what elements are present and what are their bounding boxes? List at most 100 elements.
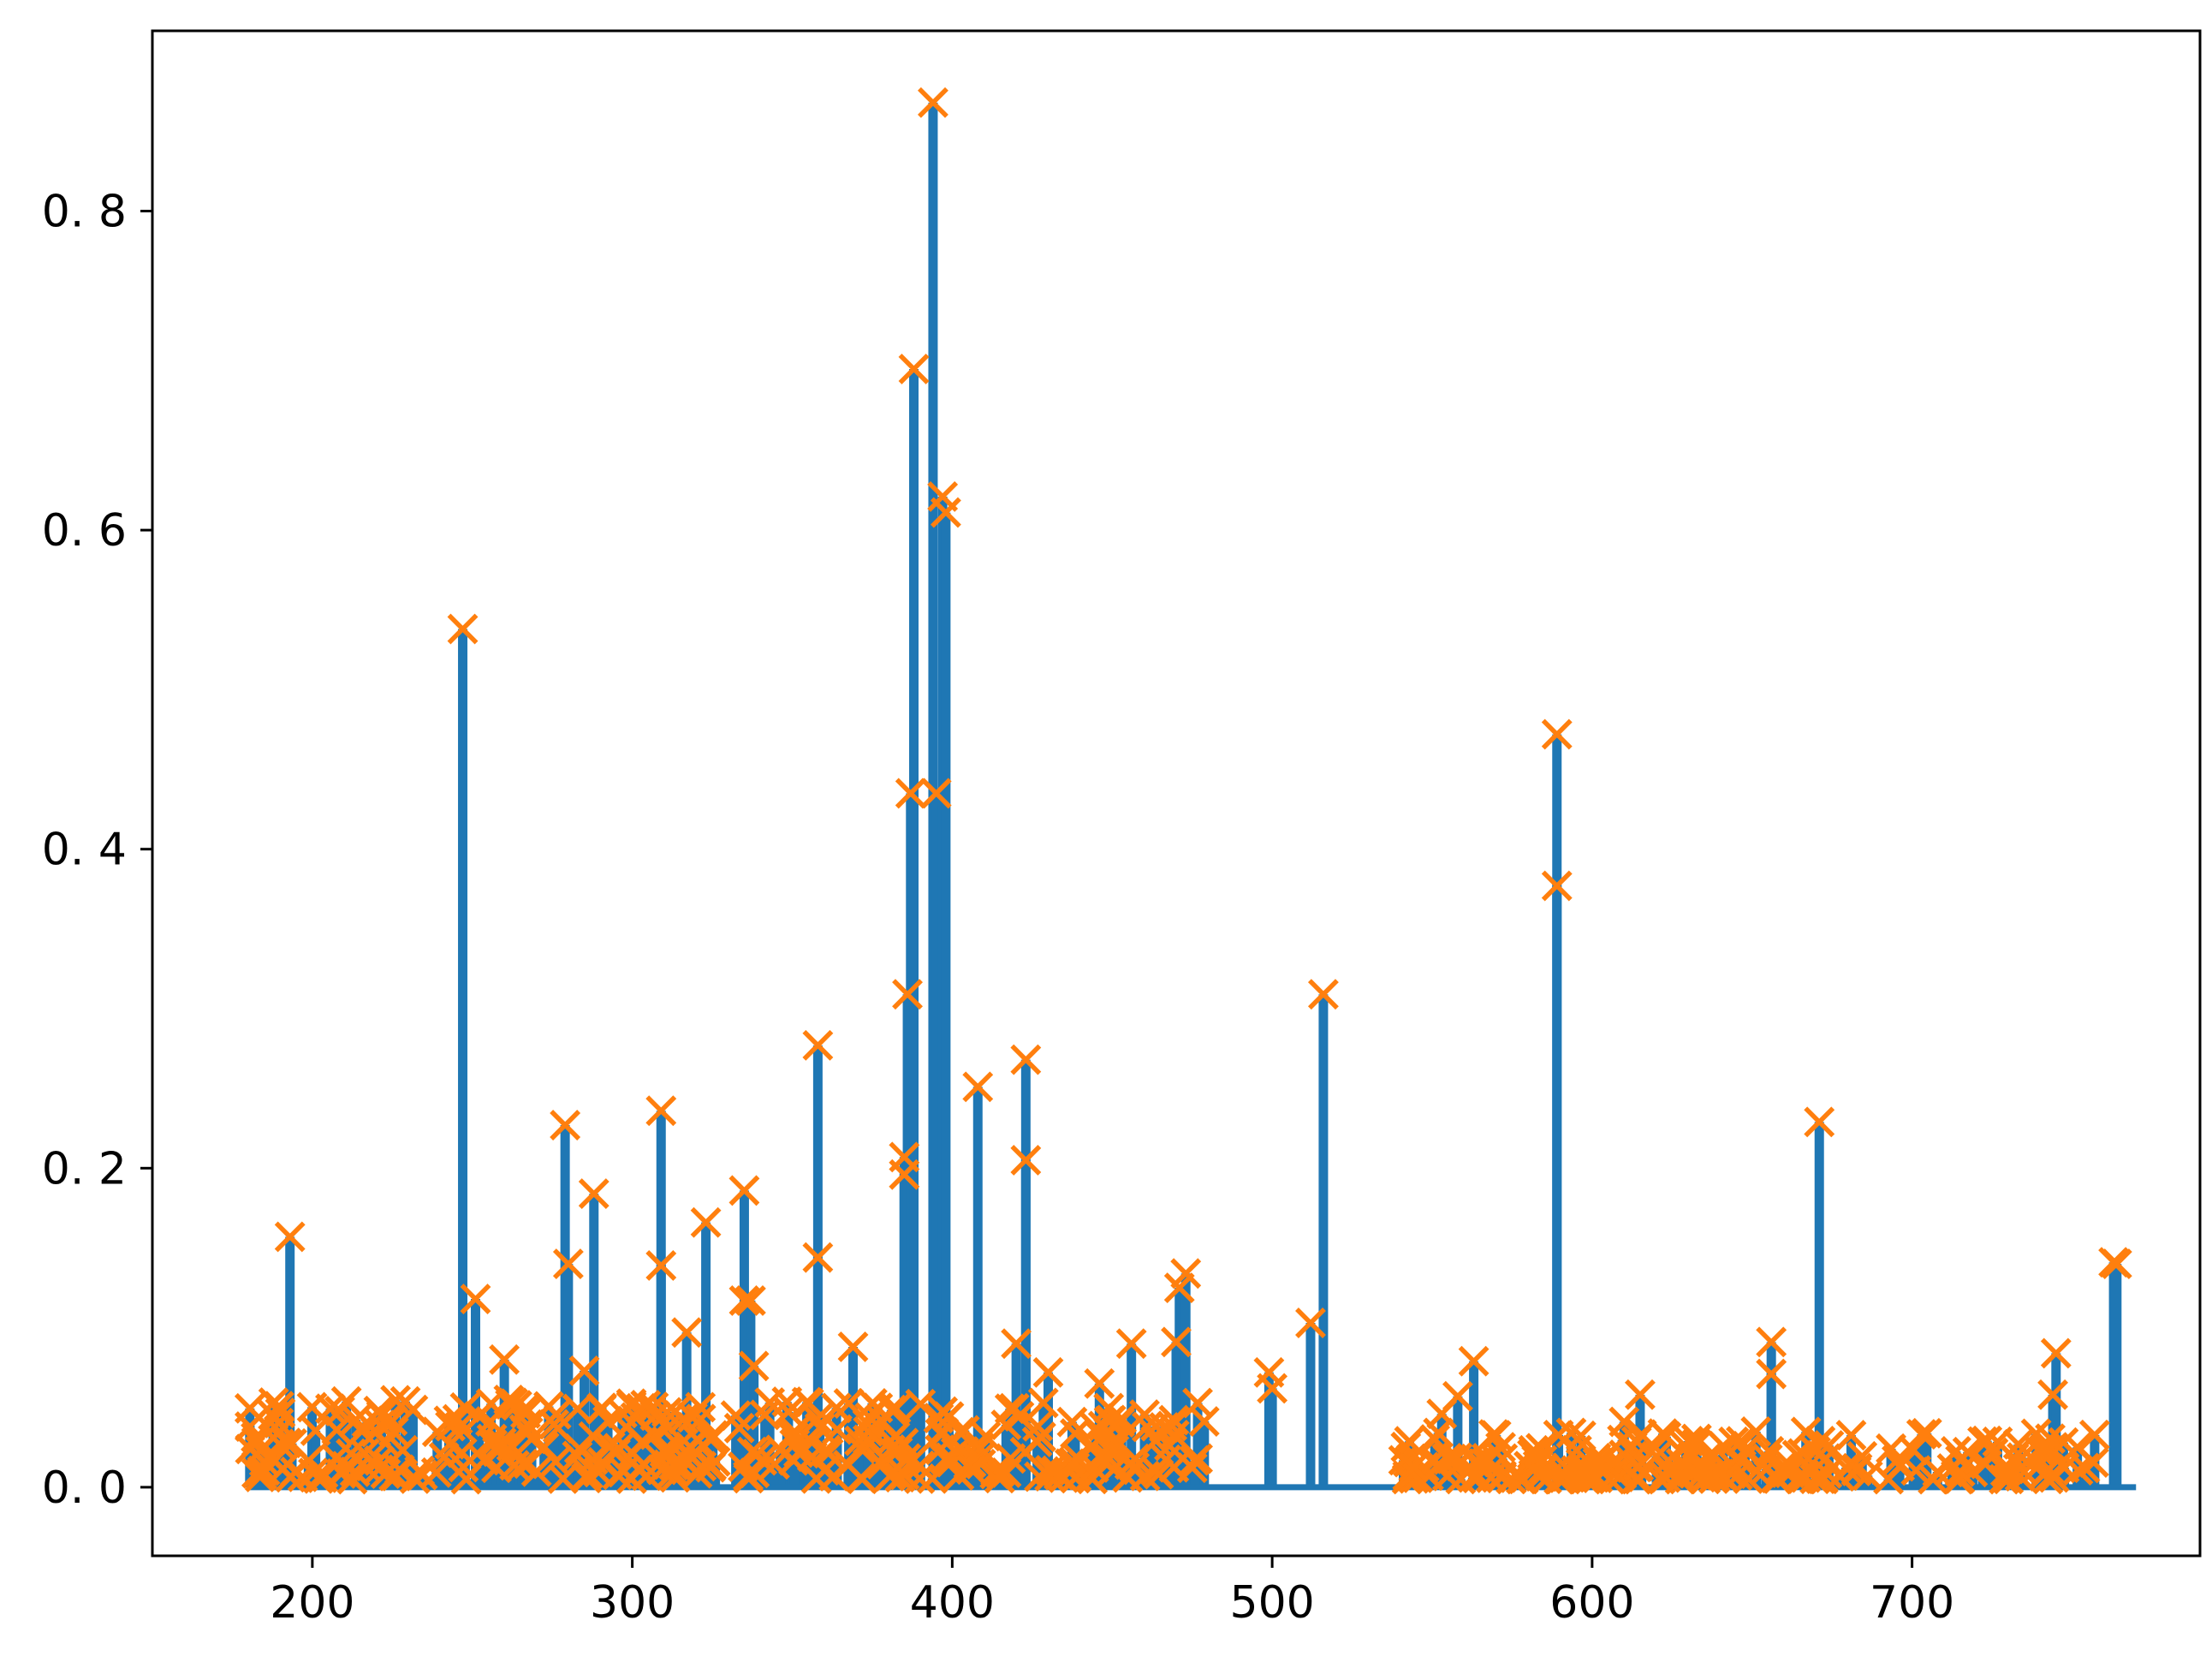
noise-marker [1525,1433,1556,1464]
noise-marker [1582,1462,1614,1493]
noise-marker [955,1454,987,1486]
y-axis: 0. 0 0. 2 0. 4 0. 6 0. 8 [42,187,152,1514]
plot-area [234,86,2137,1495]
noise-marker [1436,1443,1467,1474]
noise-marker [1158,1404,1190,1436]
peak-marker [930,497,961,528]
noise-marker [1729,1434,1761,1466]
peak-marker [550,1110,581,1141]
peak-marker [738,1350,770,1382]
peak-marker [1541,870,1573,902]
noise-marker [1941,1436,1971,1467]
noise-marker [241,1457,272,1489]
noise-marker [695,1424,727,1456]
noise-marker [728,1451,758,1482]
peak-marker [645,1095,677,1127]
noise-marker [677,1402,708,1433]
noise-marker [746,1445,778,1476]
noise-marker [1095,1404,1127,1436]
noise-marker [234,1392,265,1424]
noise-marker [340,1404,372,1436]
noise-marker [1906,1419,1937,1450]
peak-marker [690,1206,722,1238]
noise-marker [399,1462,431,1494]
noise-marker [1573,1457,1604,1489]
noise-marker [1390,1431,1422,1462]
peak-marker [2101,1248,2132,1280]
peak-marker [889,1141,920,1173]
peak-marker [920,777,952,809]
peak-marker [1010,1145,1042,1176]
noise-marker [603,1433,634,1464]
peak-marker [1541,718,1573,750]
noise-marker [933,1401,965,1433]
noise-marker [606,1397,638,1429]
noise-marker [2078,1419,2110,1450]
noise-marker [1034,1455,1066,1486]
noise-marker [923,1403,954,1433]
y-tick-label: 0. 2 [42,1143,127,1194]
peak-marker [1170,1258,1202,1290]
noise-marker [1485,1432,1516,1463]
noise-marker [387,1434,419,1466]
noise-marker [1034,1461,1065,1492]
noise-marker [811,1434,842,1466]
noise-marker [1993,1463,2025,1495]
noise-marker [1944,1462,1976,1494]
x-tick-label: 700 [1870,1577,1954,1629]
noise-marker [1462,1446,1494,1478]
peak-marker [274,1221,306,1253]
y-tick-label: 0. 6 [42,505,127,557]
axes-frame [151,29,2202,1558]
peak-marker [1257,1373,1288,1404]
noise-marker [1994,1453,2025,1485]
noise-marker [801,1403,833,1435]
noise-marker [905,1388,937,1420]
noise-marker [1495,1462,1527,1494]
noise-marker [663,1448,694,1480]
noise-marker [2032,1463,2064,1495]
noise-marker [370,1458,401,1489]
peak-marker [918,86,948,118]
peak-marker [802,1242,834,1273]
peak-marker [962,1071,994,1103]
peak-marker [1756,1326,1787,1358]
x-axis: 200 300 400 500 600 700 [270,1556,1954,1629]
noise-marker [822,1414,853,1445]
peak-marker [489,1343,520,1375]
peak-marker [447,613,479,645]
y-tick-label: 0. 8 [42,187,127,238]
noise-marker [1151,1444,1182,1475]
noise-marker [444,1411,476,1443]
noise-marker [630,1390,662,1421]
noise-marker [1785,1463,1817,1495]
x-tick-label: 600 [1549,1577,1634,1629]
noise-marker [495,1389,526,1420]
peak-marker [1458,1345,1490,1377]
peak-marker [578,1178,609,1210]
noise-marker [925,1434,956,1466]
noise-marker [2024,1450,2054,1481]
noise-marker [990,1409,1022,1441]
noise-marker [450,1463,482,1495]
noise-marker [659,1396,691,1427]
noise-marker [1805,1426,1836,1456]
peak-marker [1624,1379,1656,1410]
peak-marker [1608,1406,1640,1438]
noise-marker [1841,1452,1873,1484]
noise-marker [583,1456,615,1488]
y-tick-label: 0. 0 [42,1462,127,1514]
noise-marker [2069,1452,2101,1484]
noise-marker [1781,1439,1813,1471]
noise-marker [508,1414,540,1445]
noise-marker [1790,1416,1822,1448]
noise-marker [562,1393,593,1425]
noise-marker [1531,1463,1562,1494]
noise-marker [485,1427,517,1458]
noise-marker [1098,1434,1130,1466]
noise-marker [1911,1417,1942,1449]
noise-marker [773,1396,804,1427]
peak-marker [734,1284,766,1316]
noise-marker [513,1448,544,1480]
x-tick-label: 300 [590,1577,675,1629]
